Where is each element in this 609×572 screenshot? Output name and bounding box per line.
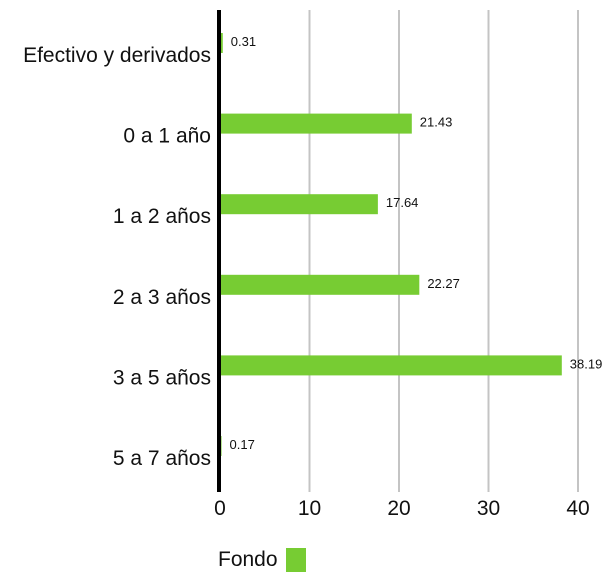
category-label: Efectivo y derivados (23, 44, 211, 67)
data-label: 38.19 (570, 356, 603, 371)
data-label: 0.17 (230, 437, 255, 452)
category-label: 2 a 3 años (113, 286, 211, 309)
category-label: 3 a 5 años (113, 366, 211, 389)
bar (220, 355, 562, 376)
bar-chart: Efectivo y derivados 0 a 1 año 1 a 2 años 2… (23, 10, 603, 520)
bars (220, 33, 562, 456)
legend-swatch (285, 548, 306, 572)
data-label: 22.27 (427, 276, 460, 291)
x-tick-label: 30 (477, 497, 500, 520)
gridlines (308, 10, 579, 492)
category-label: 5 a 7 años (113, 447, 211, 470)
category-label: 1 a 2 años (113, 205, 211, 228)
bar (220, 274, 420, 295)
bar (220, 113, 412, 134)
category-label: 0 a 1 año (123, 125, 211, 148)
x-tick-label: 20 (387, 497, 410, 520)
bar (220, 33, 223, 53)
x-tick-label: 10 (298, 497, 321, 520)
data-label: 17.64 (386, 195, 419, 210)
data-labels: 0.31 21.43 17.64 22.27 38.19 0.17 (230, 34, 603, 452)
x-tick-label: 40 (566, 497, 589, 520)
x-tick-label: 0 (214, 497, 226, 520)
legend: Fondo (218, 548, 306, 572)
data-label: 0.31 (231, 34, 256, 49)
category-labels: Efectivo y derivados 0 a 1 año 1 a 2 años 2… (23, 44, 211, 470)
bar (220, 194, 378, 215)
x-tick-labels: 0 10 20 30 40 (214, 497, 590, 520)
data-label: 21.43 (420, 115, 453, 130)
legend-label: Fondo (218, 548, 278, 571)
